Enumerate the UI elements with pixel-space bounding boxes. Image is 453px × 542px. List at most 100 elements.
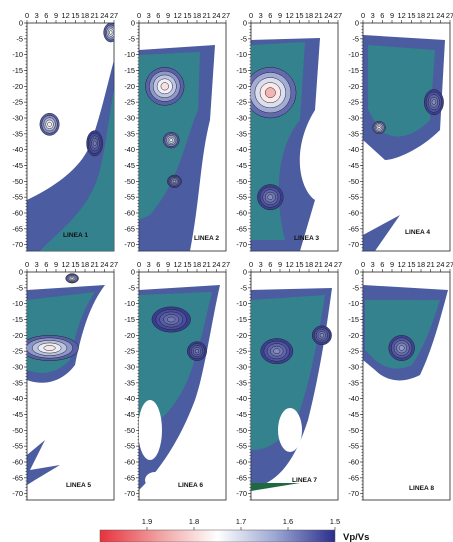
x-tick-label: 15 bbox=[183, 260, 191, 269]
x-tick-label: 6 bbox=[268, 260, 272, 269]
y-tick-label: -35 bbox=[348, 129, 359, 138]
anomaly-1 bbox=[423, 89, 444, 116]
panel-5-label: LINEA 5 bbox=[66, 482, 91, 489]
contour-ring bbox=[273, 348, 281, 354]
x-tick-label: 21 bbox=[203, 11, 211, 20]
x-tick-label: 24 bbox=[324, 11, 332, 20]
x-tick-label: 15 bbox=[407, 260, 415, 269]
y-tick-label: -45 bbox=[124, 410, 135, 419]
y-tick-label: -10 bbox=[124, 50, 135, 59]
x-tick-label: 9 bbox=[166, 260, 170, 269]
seismic-body-inner bbox=[251, 295, 325, 450]
y-tick-label: -5 bbox=[128, 283, 135, 292]
anomaly-2 bbox=[257, 184, 284, 211]
x-tick-label: 6 bbox=[156, 11, 160, 20]
anomaly-1 bbox=[27, 335, 79, 361]
y-tick-label: 0 bbox=[355, 19, 359, 28]
x-tick-label: 15 bbox=[71, 11, 79, 20]
x-tick-label: 21 bbox=[427, 260, 435, 269]
y-tick-label: -20 bbox=[124, 82, 135, 91]
anomaly-1 bbox=[388, 335, 415, 361]
anomaly-1 bbox=[151, 306, 191, 333]
y-tick-label: -5 bbox=[16, 34, 23, 43]
x-tick-label: 24 bbox=[212, 11, 220, 20]
y-tick-label: -70 bbox=[124, 489, 135, 498]
x-tick-label: 3 bbox=[147, 260, 151, 269]
y-tick-label: -70 bbox=[12, 240, 23, 249]
y-tick-label: -10 bbox=[124, 299, 135, 308]
y-tick-label: -70 bbox=[348, 240, 359, 249]
x-tick-label: 3 bbox=[259, 260, 263, 269]
x-tick-label: 6 bbox=[380, 11, 384, 20]
x-tick-label: 0 bbox=[249, 11, 253, 20]
y-tick-label: -20 bbox=[12, 82, 23, 91]
y-tick-label: -65 bbox=[12, 224, 23, 233]
x-tick-label: 0 bbox=[25, 11, 29, 20]
x-tick-label: 21 bbox=[427, 11, 435, 20]
y-tick-label: -15 bbox=[236, 66, 247, 75]
seismic-body-lower bbox=[363, 215, 400, 251]
seismic-body-inner bbox=[40, 90, 114, 251]
contour-ring bbox=[92, 140, 97, 147]
panel-linea-5: LINEA 5 bbox=[26, 271, 115, 501]
y-tick-label: -40 bbox=[12, 394, 23, 403]
panel-4-axes: 0 3 6 9 12 15 18 21 24 270-5-10-15-20-25-30-35-40… bbox=[348, 11, 453, 252]
contour-ring bbox=[267, 194, 274, 200]
colorbar-ticks: 1.9 1.8 1.7 1.6 1.5 bbox=[142, 517, 340, 530]
colorbar-ramp bbox=[99, 529, 336, 542]
x-tick-label: 24 bbox=[436, 11, 444, 20]
y-tick-label: -35 bbox=[348, 378, 359, 387]
y-tick-label: -30 bbox=[124, 363, 135, 372]
y-tick-label: -65 bbox=[124, 224, 135, 233]
anomaly-1 bbox=[260, 338, 294, 365]
y-tick-label: -50 bbox=[236, 426, 247, 435]
y-tick-label: 0 bbox=[131, 268, 135, 277]
x-tick-label: 6 bbox=[156, 260, 160, 269]
y-tick-label: -5 bbox=[240, 34, 247, 43]
x-tick-label: 15 bbox=[71, 260, 79, 269]
void-region bbox=[145, 472, 165, 488]
contour-ring bbox=[70, 277, 74, 280]
x-tick-label: 21 bbox=[203, 260, 211, 269]
x-tick-label: 0 bbox=[137, 11, 141, 20]
x-tick-label: 3 bbox=[35, 11, 39, 20]
x-tick-label: 24 bbox=[436, 260, 444, 269]
colorbar-tick-label: 1.9 bbox=[142, 517, 153, 526]
y-tick-label: -70 bbox=[236, 240, 247, 249]
panel-1-anomalies bbox=[39, 23, 114, 157]
y-tick-label: -40 bbox=[348, 394, 359, 403]
x-tick-label: 18 bbox=[305, 11, 313, 20]
panel-6-label: LINEA 6 bbox=[178, 482, 203, 489]
x-tick-label: 6 bbox=[44, 260, 48, 269]
y-tick-label: -25 bbox=[348, 98, 359, 107]
x-tick-label: 9 bbox=[278, 260, 282, 269]
y-tick-label: -70 bbox=[236, 489, 247, 498]
x-tick-label: 6 bbox=[268, 11, 272, 20]
y-tick-label: -10 bbox=[236, 299, 247, 308]
x-tick-label: 18 bbox=[81, 11, 89, 20]
x-tick-label: 15 bbox=[407, 11, 415, 20]
colorbar-tick-label: 1.6 bbox=[283, 517, 294, 526]
x-tick-label: 12 bbox=[398, 11, 406, 20]
y-tick-label: -5 bbox=[128, 34, 135, 43]
x-tick-label: 24 bbox=[212, 260, 220, 269]
x-tick-label: 27 bbox=[334, 11, 342, 20]
y-tick-label: -70 bbox=[12, 489, 23, 498]
x-tick-label: 0 bbox=[361, 260, 365, 269]
x-tick-label: 21 bbox=[315, 260, 323, 269]
x-tick-label: 9 bbox=[390, 11, 394, 20]
y-tick-label: -30 bbox=[236, 114, 247, 123]
x-tick-label: 27 bbox=[446, 260, 453, 269]
x-tick-label: 9 bbox=[166, 11, 170, 20]
y-tick-label: -30 bbox=[348, 114, 359, 123]
panel-linea-3: LINEA 3 bbox=[250, 22, 339, 252]
anomaly-1 bbox=[251, 67, 297, 119]
x-tick-label: 27 bbox=[446, 11, 453, 20]
x-tick-label: 27 bbox=[110, 11, 118, 20]
y-tick-label: -40 bbox=[348, 145, 359, 154]
y-tick-label: -45 bbox=[236, 410, 247, 419]
panel-8-anomalies bbox=[388, 335, 415, 361]
x-tick-label: 24 bbox=[100, 260, 108, 269]
y-tick-label: -15 bbox=[12, 315, 23, 324]
